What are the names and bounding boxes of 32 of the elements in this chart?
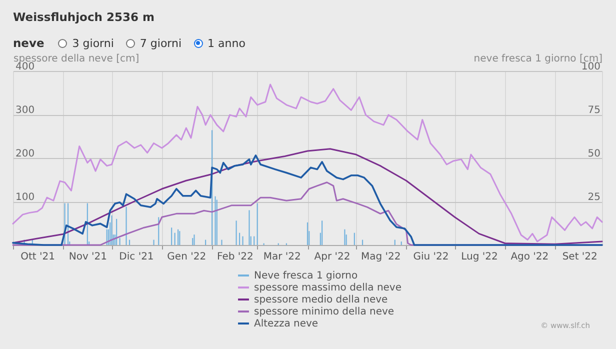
y2-tick-label: 25 — [588, 192, 600, 203]
y2-tick-label: 75 — [588, 105, 600, 116]
x-tick-label: Gen '22 — [167, 252, 206, 262]
y2-axis-title: neve fresca 1 giorno [cm] — [474, 54, 603, 64]
legend-label: spessore medio della neve — [254, 294, 388, 306]
y-tick-label: 300 — [16, 105, 35, 116]
chart-title: Weissfluhjoch 2536 m — [13, 10, 154, 24]
y-tick-label: 400 — [16, 62, 35, 72]
x-tick-label: Apr '22 — [314, 252, 350, 262]
x-tick-label: Giu '22 — [413, 252, 449, 262]
legend-label: spessore minimo della neve — [254, 306, 394, 318]
legend-label: Neve fresca 1 giorno — [254, 270, 358, 282]
y-tick-label: 200 — [16, 148, 35, 160]
x-tick-label: Ago '22 — [510, 252, 549, 262]
y2-tick-label: 50 — [588, 148, 600, 160]
legend-label: spessore massimo della neve — [254, 282, 402, 294]
x-tick-label: Lug '22 — [461, 252, 498, 262]
legend-label: Altezza neve — [254, 318, 318, 330]
x-tick-label: Mag '22 — [360, 252, 401, 262]
text: 7 giorni — [140, 36, 182, 50]
x-tick-label: Set '22 — [562, 252, 598, 262]
x-tick-label: Nov '21 — [68, 252, 108, 262]
y2-tick-label: 100 — [581, 62, 600, 72]
x-tick-label: Ott '21 — [20, 252, 55, 262]
x-tick-label: Dic '21 — [119, 252, 154, 262]
chart-subtitle: neve — [13, 36, 44, 50]
text: 3 giorni — [72, 36, 114, 50]
text: 1 anno — [208, 36, 246, 50]
x-tick-label: Mar '22 — [263, 252, 301, 262]
y-tick-label: 100 — [16, 192, 35, 203]
y-axis-title: spessore della neve [cm] — [14, 54, 140, 64]
x-tick-label: Feb '22 — [217, 252, 254, 262]
